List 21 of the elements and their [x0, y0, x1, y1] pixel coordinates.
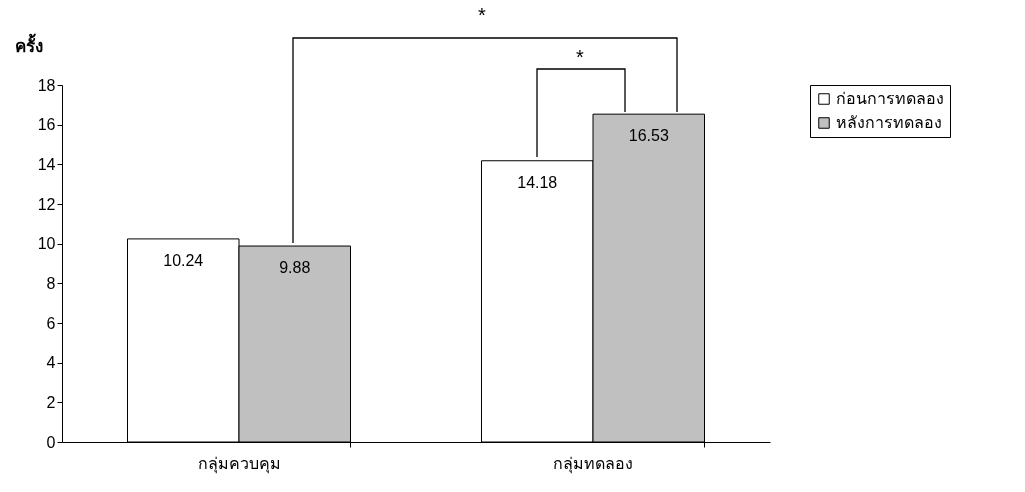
y-tick-label: 8 — [46, 274, 56, 292]
y-tick-label: 0 — [46, 433, 56, 451]
y-tick-label: 10 — [37, 235, 56, 253]
text: * — [576, 46, 585, 68]
data-label: 9.88 — [279, 259, 311, 277]
y-tick-label: 12 — [37, 195, 56, 213]
y-tick-label: 18 — [37, 76, 56, 94]
text: * — [478, 4, 487, 26]
x-tick-label: กลุ่มทดลอง — [553, 454, 633, 474]
y-tick-label: 4 — [46, 354, 56, 372]
legend-label: ก่อนการทดลอง — [836, 90, 944, 107]
y-tick-label: 2 — [46, 393, 56, 411]
y-tick-label: 16 — [37, 116, 56, 134]
data-label: 10.24 — [163, 251, 204, 269]
y-tick-label: 6 — [46, 314, 56, 332]
data-label: 16.53 — [628, 127, 669, 145]
x-tick-label: กลุ่มควบคุม — [197, 454, 281, 474]
y-axis-title: ครั้ง — [14, 32, 43, 56]
y-tick-label: 14 — [37, 155, 56, 173]
data-label: 14.18 — [517, 173, 558, 191]
legend-label: หลังการทดลอง — [836, 114, 942, 131]
